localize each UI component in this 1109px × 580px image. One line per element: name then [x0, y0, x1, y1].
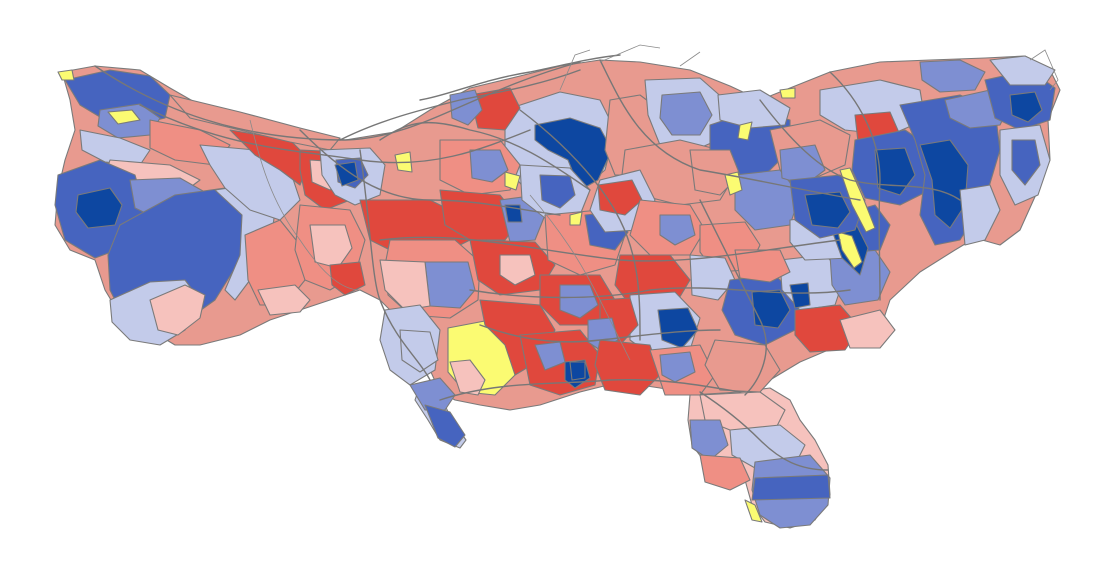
- region-minneapolis-core: [534, 117, 613, 191]
- region-small-yellow-6: [504, 171, 521, 191]
- border-line: [359, 149, 431, 381]
- region-san-antonio: [399, 329, 439, 373]
- region-rgv: [424, 404, 466, 448]
- border-line: [479, 324, 721, 343]
- region-atlanta-core: [751, 289, 791, 329]
- region-carolina-red: [794, 304, 861, 353]
- region-small-dark-1: [334, 161, 359, 187]
- border-line: [249, 119, 361, 291]
- region-north-dakota: [469, 87, 521, 131]
- region-mississippi: [594, 339, 661, 396]
- region-tallahassee: [689, 419, 729, 461]
- region-upstate-ny: [819, 79, 926, 136]
- region-small-yellow-5: [724, 171, 743, 196]
- border-line: [519, 109, 641, 341]
- border-line: [559, 44, 701, 91]
- border-line: [829, 71, 881, 301]
- region-tampa: [699, 454, 751, 491]
- border-line: [469, 287, 851, 299]
- region-small-dark-3: [569, 361, 586, 381]
- region-corpus: [409, 377, 456, 411]
- border-line: [419, 54, 621, 101]
- west-coast-regions: [54, 69, 311, 346]
- region-small-yellow-3: [737, 121, 753, 141]
- state-borders: [94, 44, 1059, 471]
- region-chicago-red: [597, 179, 643, 216]
- region-small-yellow-4: [779, 87, 796, 99]
- region-houston-pink: [449, 359, 486, 396]
- region-dakotas-blue: [449, 89, 483, 126]
- region-tucson: [329, 261, 366, 296]
- region-indy-core: [659, 214, 696, 246]
- region-kansas: [439, 189, 521, 241]
- region-little-rock: [559, 284, 599, 319]
- region-iowa-blue: [539, 174, 576, 209]
- region-birmingham: [659, 351, 696, 383]
- region-phoenix: [309, 224, 353, 269]
- region-small-yellow-1: [57, 69, 75, 81]
- region-nyc-core: [919, 139, 969, 229]
- region-maine: [989, 55, 1056, 86]
- border-line: [699, 391, 829, 471]
- region-fl-keys-yellow: [744, 499, 763, 523]
- region-boston-core: [1009, 91, 1043, 123]
- region-wa-yellow: [107, 109, 141, 125]
- region-omaha: [469, 149, 509, 183]
- region-nashville-core: [657, 307, 699, 349]
- region-ri-core: [1011, 139, 1041, 186]
- region-long-island: [959, 184, 1001, 246]
- region-vermont: [919, 59, 986, 93]
- border-line: [439, 378, 741, 401]
- border-line: [379, 236, 841, 262]
- region-orange-county: [149, 284, 206, 336]
- region-small-yellow-7: [569, 211, 583, 226]
- border-line: [299, 129, 561, 216]
- region-milwaukee-core: [659, 91, 713, 136]
- border-line: [1029, 49, 1059, 91]
- region-baton-rouge: [534, 341, 566, 371]
- region-sc-coast: [839, 309, 896, 349]
- border-line: [599, 59, 861, 201]
- border-line: [139, 104, 531, 164]
- region-small-dark-4: [789, 282, 811, 309]
- region-tulsa: [499, 254, 536, 286]
- border-line: [699, 199, 767, 396]
- region-sf-core: [75, 187, 123, 229]
- region-nevada-vegas: [257, 284, 311, 316]
- border-line: [339, 69, 581, 141]
- region-philly-core: [804, 191, 851, 229]
- border-line: [759, 99, 961, 201]
- region-nj-core: [874, 147, 916, 196]
- region-detroit-light: [717, 89, 791, 129]
- border-line: [379, 121, 591, 191]
- region-miami-band: [751, 474, 831, 501]
- florida-regions: [689, 391, 831, 529]
- border-line: [529, 194, 631, 361]
- region-dc-yellow: [837, 231, 863, 269]
- small-regions: [57, 69, 811, 381]
- texas-regions: [359, 199, 556, 448]
